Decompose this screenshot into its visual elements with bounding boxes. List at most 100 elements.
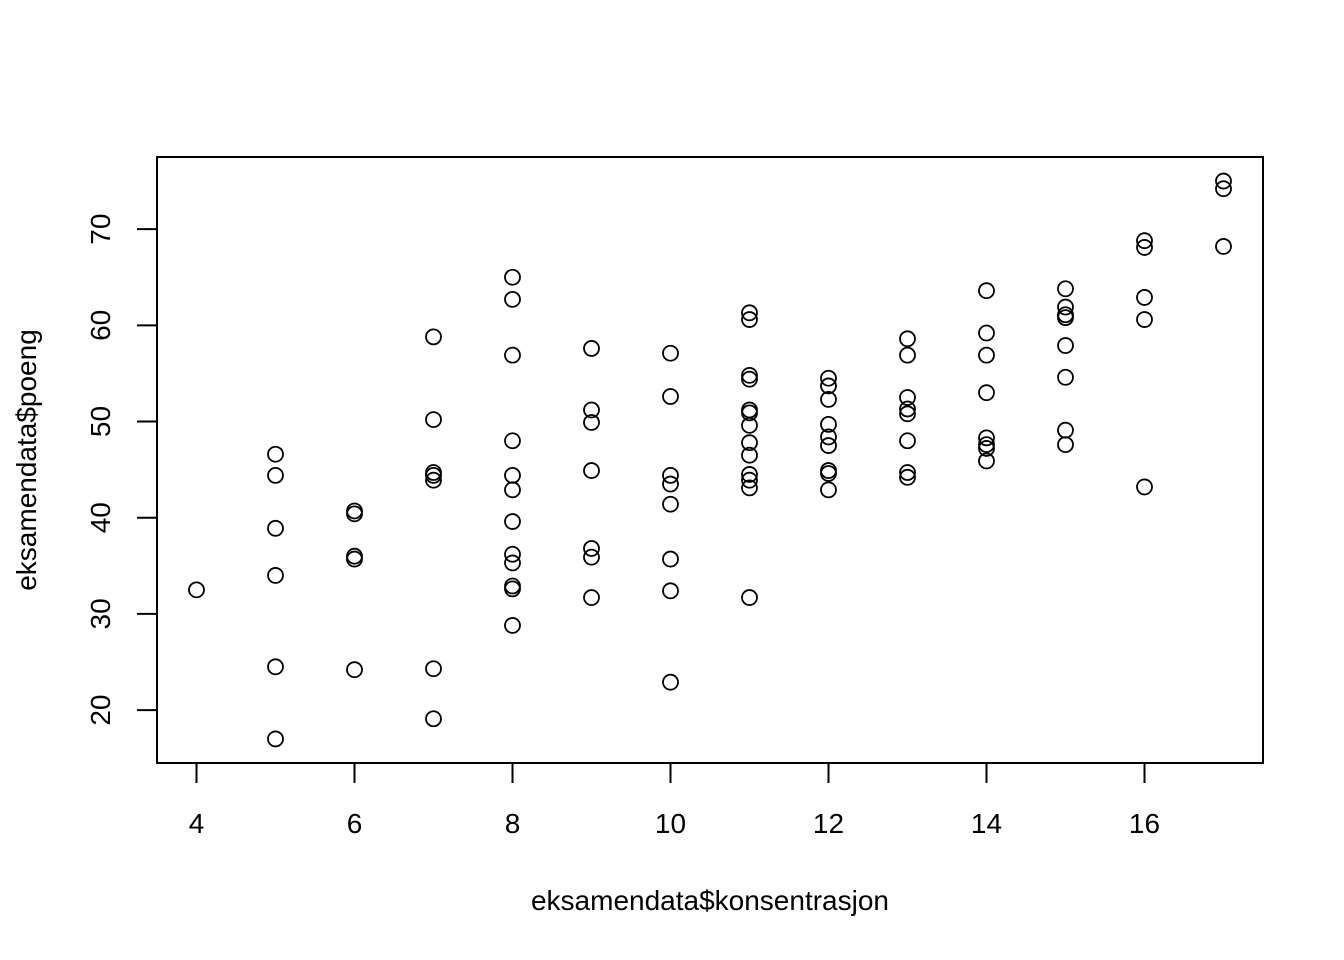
data-point (741, 366, 758, 384)
data-point (899, 400, 916, 418)
data-point (741, 311, 758, 328)
data-point (820, 390, 837, 408)
data-point (267, 730, 284, 748)
data-point (899, 405, 916, 423)
data-point (504, 481, 521, 499)
data-point (583, 540, 600, 557)
data-point (662, 388, 679, 405)
y-tick-label: 30 (85, 598, 116, 629)
data-point (978, 436, 995, 454)
data-point (1057, 368, 1074, 386)
y-tick-label: 50 (85, 406, 116, 437)
data-point (899, 468, 916, 486)
data-point (425, 411, 442, 429)
data-point (1057, 421, 1074, 439)
data-point (425, 466, 442, 484)
plot-frame (156, 156, 1264, 764)
data-point (504, 268, 521, 286)
data-point (267, 466, 284, 484)
data-point (425, 471, 442, 489)
data-point (1136, 478, 1153, 496)
data-point (662, 344, 679, 362)
data-point (899, 346, 916, 364)
data-point (425, 710, 442, 728)
data-point (188, 581, 205, 599)
y-tick-label: 20 (85, 695, 116, 726)
data-point (583, 414, 600, 431)
data-point (504, 513, 521, 530)
data-point (741, 416, 758, 434)
data-point (978, 452, 995, 470)
data-points (188, 172, 1232, 748)
data-point (346, 661, 363, 679)
x-tick-label: 16 (1129, 808, 1160, 839)
data-point (267, 445, 284, 463)
data-point (583, 548, 600, 566)
data-point (1057, 436, 1074, 454)
data-point (978, 440, 995, 457)
data-point (820, 416, 837, 433)
data-point (1136, 289, 1153, 306)
data-point (978, 384, 995, 402)
data-point (899, 330, 916, 348)
y-tick-label: 70 (85, 214, 116, 245)
data-point (741, 304, 758, 322)
data-point (741, 370, 758, 388)
data-point (267, 519, 284, 537)
data-point (662, 582, 679, 600)
data-point (504, 432, 521, 450)
data-point (346, 505, 363, 523)
x-tick-label: 14 (971, 808, 1002, 839)
data-point (820, 437, 837, 454)
data-point (504, 617, 521, 634)
data-point (504, 466, 521, 484)
data-point (504, 346, 521, 364)
x-tick-label: 10 (655, 808, 686, 839)
data-point (346, 550, 363, 568)
data-point (583, 462, 600, 479)
data-point (820, 428, 837, 446)
data-point (267, 567, 284, 584)
data-point (583, 340, 600, 357)
data-point (820, 377, 837, 395)
data-point (1215, 238, 1232, 255)
data-point (425, 328, 442, 346)
data-point (662, 495, 679, 513)
data-point (1215, 180, 1232, 198)
data-point (978, 282, 995, 300)
data-point (504, 545, 521, 563)
data-point (662, 466, 679, 484)
data-point (899, 464, 916, 481)
y-tick-label: 40 (85, 502, 116, 533)
data-point (425, 660, 442, 678)
data-point (504, 554, 521, 572)
data-point (741, 466, 758, 483)
data-point (820, 481, 837, 499)
data-point (504, 290, 521, 308)
data-point (583, 401, 600, 419)
data-point (899, 389, 916, 406)
data-point (978, 429, 995, 447)
data-point (741, 471, 758, 489)
data-point (741, 479, 758, 497)
x-axis-label: eksamendata$konsentrasjon (531, 885, 889, 916)
x-tick-label: 12 (813, 808, 844, 839)
data-point (741, 434, 758, 452)
data-point (662, 550, 679, 568)
x-axis: 4 6 8 10 12 14 16 (189, 762, 1160, 839)
data-point (1215, 172, 1232, 190)
data-point (267, 658, 284, 676)
data-point (741, 446, 758, 464)
data-point (1057, 280, 1074, 298)
x-tick-label: 4 (189, 808, 205, 839)
data-point (978, 324, 995, 342)
data-point (978, 346, 995, 364)
data-point (899, 432, 916, 450)
y-tick-label: 60 (85, 310, 116, 341)
data-point (741, 589, 758, 606)
data-point (1057, 298, 1074, 316)
data-point (504, 580, 521, 598)
data-point (662, 673, 679, 691)
x-tick-label: 6 (347, 808, 363, 839)
